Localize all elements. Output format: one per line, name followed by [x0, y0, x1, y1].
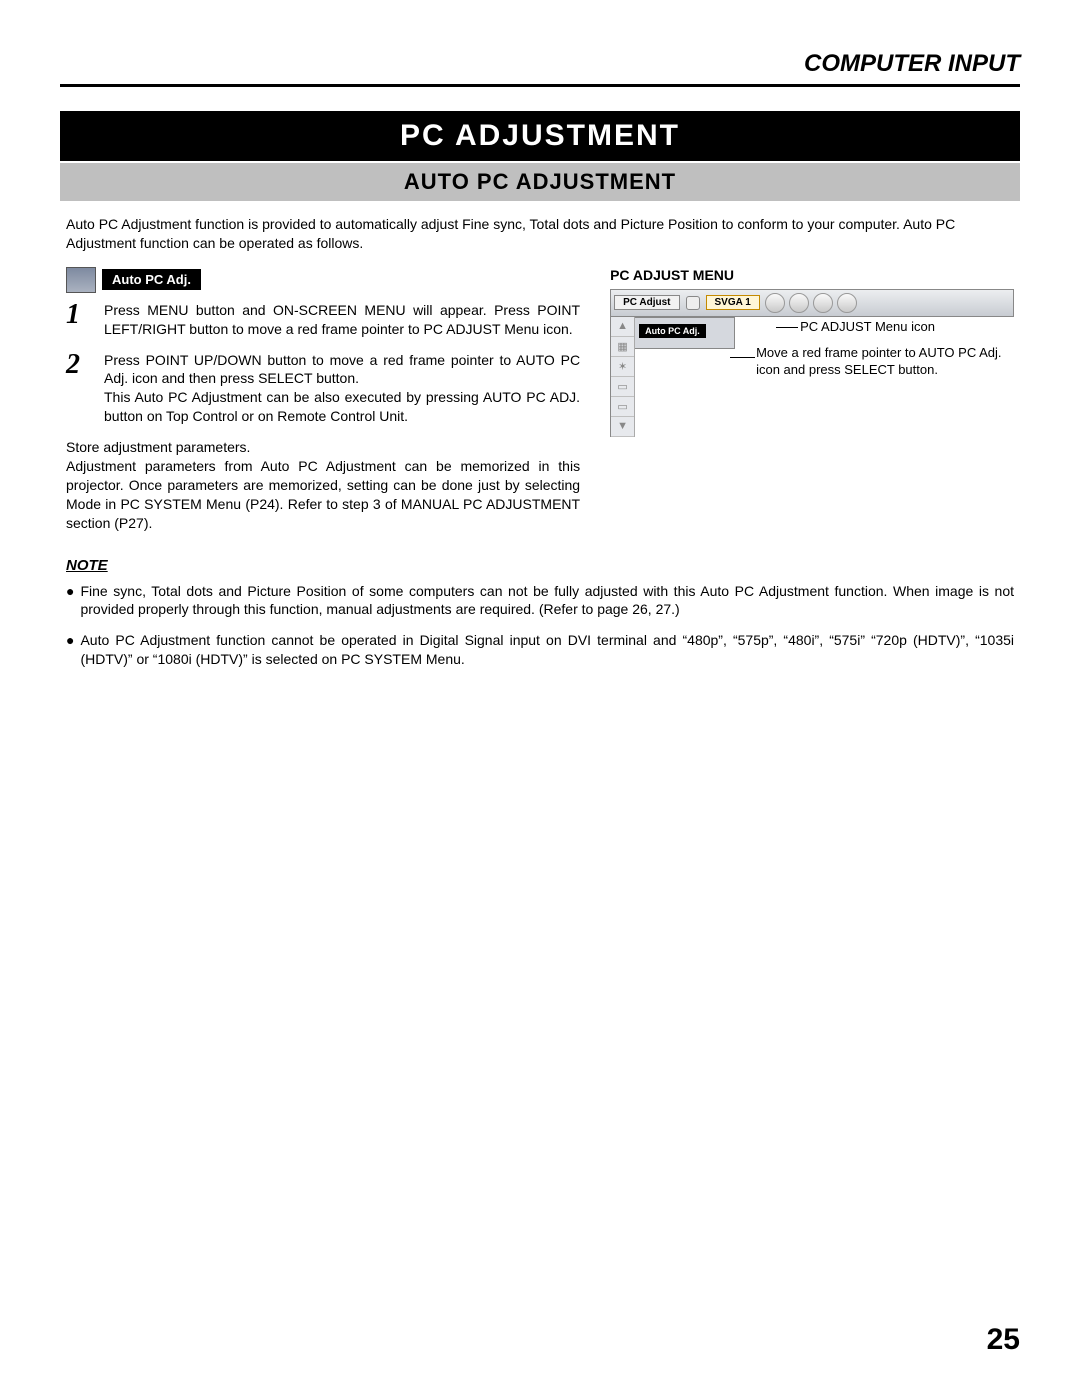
step-number: 2	[66, 351, 90, 427]
bullet-icon: ●	[66, 631, 74, 669]
note-item: ● Auto PC Adjustment function cannot be …	[66, 631, 1014, 669]
step-1: 1 Press MENU button and ON-SCREEN MENU w…	[66, 301, 580, 339]
callout-text-1: PC ADJUST Menu icon	[800, 319, 1000, 334]
auto-pc-adj-panel-label: Auto PC Adj.	[639, 324, 706, 338]
callout-text-2: Move a red frame pointer to AUTO PC Adj.…	[756, 345, 1006, 379]
note-item: ● Fine sync, Total dots and Picture Posi…	[66, 582, 1014, 620]
bullet-icon: ●	[66, 582, 74, 620]
chip-svga: SVGA 1	[706, 295, 760, 310]
menu-circle-icon	[837, 293, 857, 313]
page-number: 25	[987, 1323, 1020, 1357]
down-icon: ▼	[611, 417, 634, 437]
subtitle-bar: AUTO PC ADJUSTMENT	[60, 163, 1020, 201]
step-text: Press POINT UP/DOWN button to move a red…	[104, 351, 580, 427]
callout-line	[730, 357, 755, 358]
step-number: 1	[66, 301, 90, 339]
note-heading: NOTE	[66, 557, 1020, 574]
item-icon: ▦	[611, 337, 634, 357]
callout-line	[776, 327, 798, 328]
menu-icon-column: ▲ ▦ ✶ ▭ ▭ ▼	[611, 317, 635, 437]
intro-text: Auto PC Adjustment function is provided …	[60, 215, 1020, 253]
menu-circle-icon	[789, 293, 809, 313]
chip-pcadjust: PC Adjust	[614, 295, 679, 310]
menu-title: PC ADJUST MENU	[610, 267, 1014, 283]
note-text: Auto PC Adjustment function cannot be op…	[80, 631, 1014, 669]
auto-pc-adj-label: Auto PC Adj.	[102, 269, 201, 290]
step-text: Press MENU button and ON-SCREEN MENU wil…	[104, 301, 580, 339]
section-header: COMPUTER INPUT	[60, 50, 1020, 87]
title-bar: PC ADJUSTMENT	[60, 111, 1020, 161]
store-text: Store adjustment parameters. Adjustment …	[66, 438, 580, 532]
menu-panel: Auto PC Adj.	[635, 317, 735, 349]
menu-circle-icon	[765, 293, 785, 313]
note-text: Fine sync, Total dots and Picture Positi…	[80, 582, 1014, 620]
menu-bar: PC Adjust SVGA 1	[610, 289, 1014, 317]
gear-icon: ✶	[611, 357, 634, 377]
menu-dots-icon	[686, 296, 700, 310]
menu-figure: PC Adjust SVGA 1 ▲ ▦ ✶ ▭ ▭ ▼ Auto PC	[610, 289, 1014, 437]
monitor-icon	[66, 267, 96, 293]
step-2: 2 Press POINT UP/DOWN button to move a r…	[66, 351, 580, 427]
menu-circle-icon	[813, 293, 833, 313]
item-icon: ▭	[611, 377, 634, 397]
up-icon: ▲	[611, 317, 634, 337]
item-icon: ▭	[611, 397, 634, 417]
